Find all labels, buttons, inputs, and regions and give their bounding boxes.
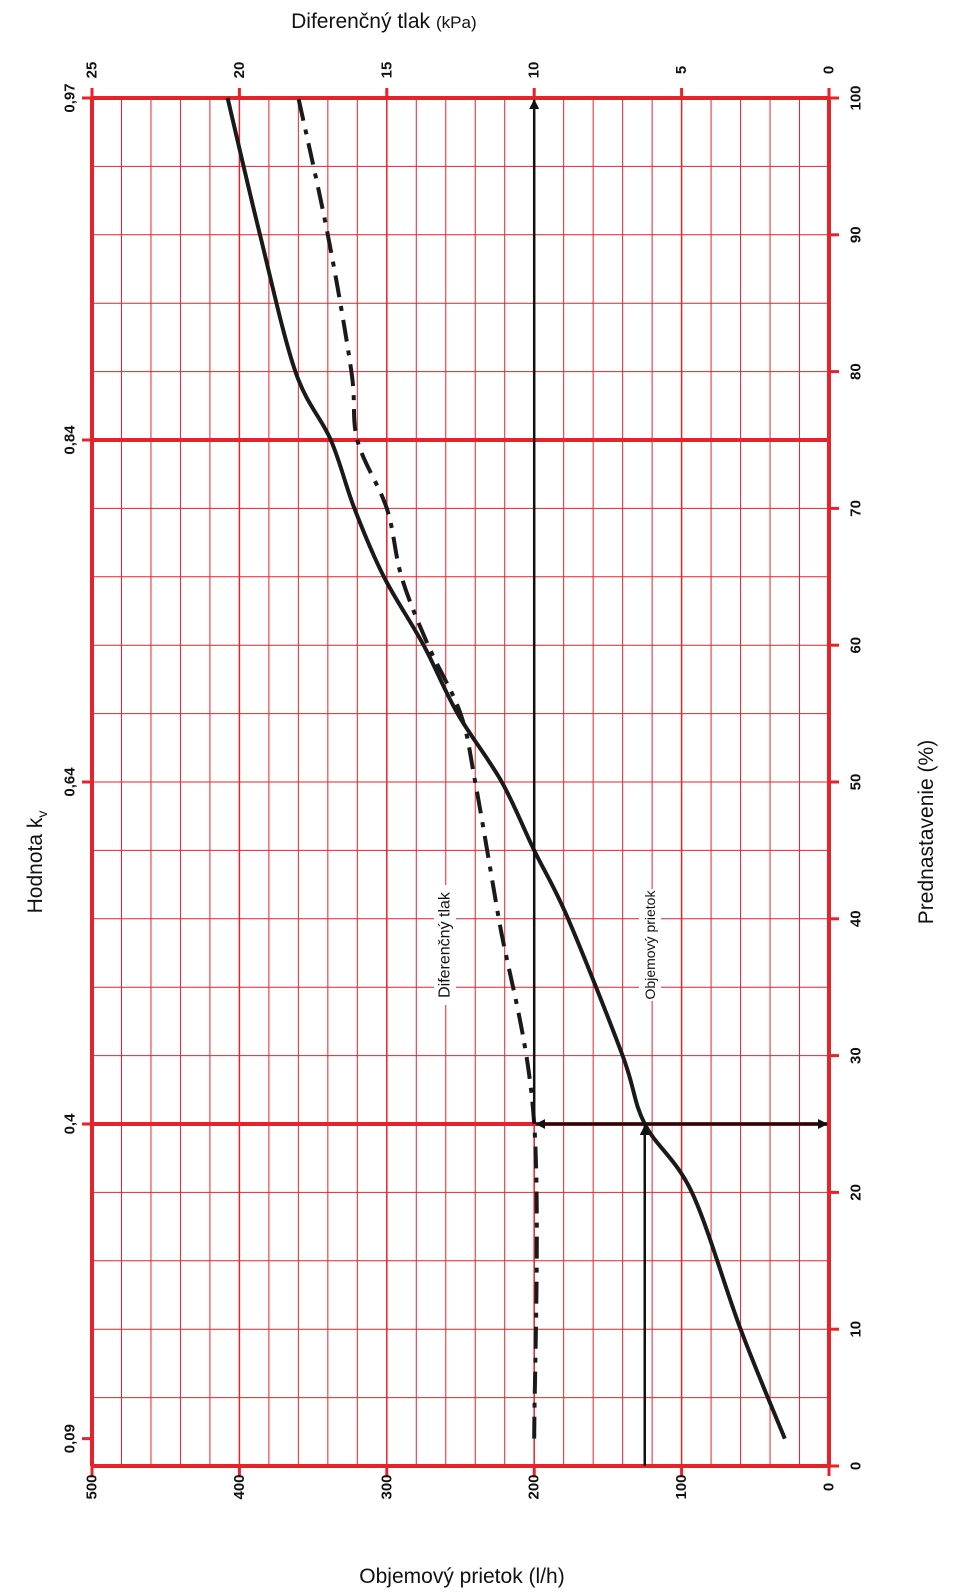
pressure-tick-label: 15 xyxy=(378,62,395,79)
kv-tick-label: 0,09 xyxy=(62,1424,79,1453)
flow-tick-label: 200 xyxy=(526,1474,543,1499)
pressure-curve-label-bg xyxy=(434,885,456,1005)
preset-tick-label: 20 xyxy=(848,1184,865,1201)
preset-tick-label: 60 xyxy=(848,637,865,654)
preset-tick-label: 80 xyxy=(848,363,865,380)
flow-curve-label: Objemový prietok xyxy=(642,890,658,1000)
pressure-axis-label: Diferenčný tlak xyxy=(291,10,430,33)
kv-tick-label: 0,84 xyxy=(62,425,79,455)
flow-tick-label: 400 xyxy=(231,1474,248,1499)
chart-grid xyxy=(82,88,839,1476)
pressure-tick-label: 10 xyxy=(526,62,543,79)
flow-axis-title: Objemový prietok (l/h) xyxy=(359,1565,564,1588)
preset-tick-label: 30 xyxy=(848,1047,865,1064)
flow-curve-label-bg xyxy=(639,889,661,1001)
flow-tick-label: 0 xyxy=(821,1483,838,1491)
series-curves xyxy=(225,97,787,1440)
flow-tick-label: 100 xyxy=(673,1474,690,1499)
preset-tick-label: 10 xyxy=(848,1321,865,1338)
kv-tick-label: 0,4 xyxy=(62,1113,79,1135)
tick-labels: 0 5 10 15 20 25 0 100 200 300 400 500 0 10 20 30 40 50 60 7… xyxy=(62,62,865,1500)
preset-tick-label: 70 xyxy=(848,500,865,517)
preset-tick-label: 0 xyxy=(848,1462,865,1470)
pressure-tick-label: 20 xyxy=(231,62,248,79)
kv-tick-label: 0,97 xyxy=(62,83,79,112)
pressure-tick-label: 25 xyxy=(84,62,101,79)
preset-tick-label: 100 xyxy=(848,85,865,110)
kv-axis-label: Hodnota k xyxy=(24,817,47,913)
preset-tick-label: 50 xyxy=(848,774,865,791)
pressure-tick-label: 5 xyxy=(673,66,690,74)
kv-axis-subscript: v xyxy=(34,811,50,818)
flow-tick-label: 300 xyxy=(378,1474,395,1499)
pressure-curve xyxy=(296,97,539,1439)
series-labels: Objemový prietok Diferenčný tlak xyxy=(434,885,661,1005)
preset-tick-label: 40 xyxy=(848,910,865,927)
preset-axis-title: Prednastavenie (%) xyxy=(915,740,938,924)
pressure-axis-title: Diferenčný tlak (kPa) xyxy=(291,10,477,33)
reading-lines xyxy=(529,99,828,1466)
flow-rate-curve xyxy=(225,97,787,1440)
pressure-axis-unit: (kPa) xyxy=(436,13,477,32)
pressure-curve-label: Diferenčný tlak xyxy=(437,891,454,998)
kv-axis-title: Hodnota kv xyxy=(24,811,50,914)
flow-tick-label: 500 xyxy=(84,1474,101,1499)
preset-tick-label: 90 xyxy=(848,226,865,243)
kv-tick-label: 0,64 xyxy=(62,767,79,797)
pressure-tick-label: 0 xyxy=(821,66,838,74)
